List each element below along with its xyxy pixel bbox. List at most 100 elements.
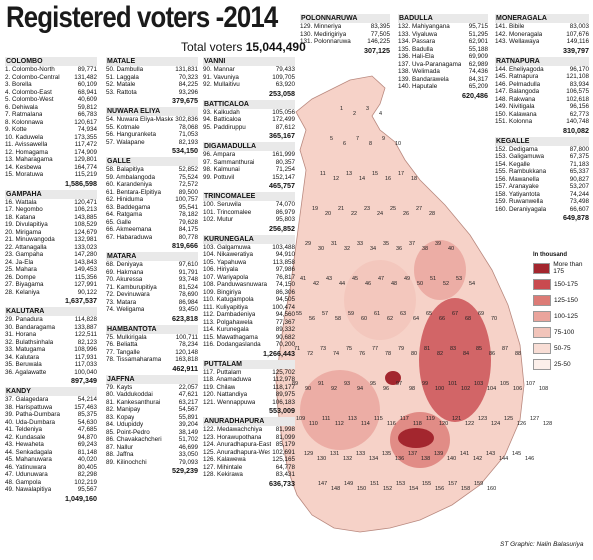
electorate-name: 37. Galagedara [5,396,49,403]
electorate-row: 72. Devinuwara 78,690 [106,291,198,299]
map-label: 134 [369,456,378,462]
electorate-name: 114. Kurunegala [203,326,249,333]
electorate-name: 2. Colombo-Central [5,73,60,81]
district-heading: BADULLA [398,14,488,23]
district-total: 553,009 [269,406,295,415]
map-label: 106 [513,386,522,392]
electorate-voters: 40,609 [77,96,97,103]
electorate-row: 103. Galgamuwa 103,488 [203,244,295,252]
electorate-name: 60. Karandeniya [106,181,152,188]
electorate-row: 132. Mahiyangana 95,715 [398,23,488,31]
map-label: 100 [435,386,444,392]
electorate-row: 83. Kopay 55,891 [106,414,198,422]
electorate-name: 4. Colombo-East [5,88,52,96]
map-label: 42 [313,281,319,287]
map-label: 102 [461,386,470,392]
electorate-name: 30. Bandaragama [5,323,56,331]
electorate-row: 59. Ambalangoda 75,524 [106,174,198,182]
map-label: 120 [439,421,448,427]
electorate-name: 67. Habaraduwa [106,233,153,241]
legend: In thousand More than 175 150-175 125-150 1… [533,252,593,373]
electorate-voters: 75,524 [178,173,198,181]
map-label: 23 [364,206,370,212]
electorate-voters: 106,575 [566,88,589,95]
electorate-row: 40. Uda-Dumbara 54,630 [5,419,97,427]
electorate-voters: 125,702 [272,368,295,376]
electorate-voters: 71,254 [275,166,295,173]
electorate-voters: 82,123 [77,338,97,346]
electorate-row: 138. Welimada 74,436 [398,68,488,76]
map-label: 52 [443,281,449,287]
map-label: 14 [359,176,365,182]
electorate-name: 8. Kolonnawa [5,118,44,126]
electorate-name: 74. Weligama [106,306,145,313]
electorate-row: 9. Kotte 74,934 [5,126,97,134]
map-label: 129 [304,451,313,457]
electorate-voters: 89,771 [77,66,97,73]
electorate-name: 51. Laggala [106,73,139,81]
electorate-voters: 173,355 [74,133,97,141]
district-total: 379,675 [172,96,198,105]
electorate-name: 88. Jaffna [106,451,134,458]
electorate-row: 123. Horawupothana 81,099 [203,434,295,442]
map-label: 124 [491,421,500,427]
map-label: 70 [491,316,497,322]
electorate-voters: 55,188 [468,45,488,53]
map-label: 30 [318,246,324,252]
total-voters-value: 15,044,490 [245,40,306,54]
electorate-name: 104. Nikaweratiya [203,251,254,258]
district-gampaha: GAMPAHA 16. Wattala 120,471 17. Negombo 106,… [5,189,97,305]
map-label: 34 [370,246,376,252]
electorate-voters: 100,040 [74,368,97,376]
electorate-name: 138. Welimada [398,68,440,75]
electorate-voters: 172,499 [272,116,295,123]
map-label: 139 [434,451,443,457]
electorate-voters: 91,791 [178,268,198,276]
electorate-voters: 81,524 [178,283,198,291]
district-column-3: VANNI 90. Mannar 79,433 91. Vavuniya 109,705… [203,57,295,490]
electorate-name: 107. Wariyapola [203,273,249,281]
electorate-row: 17. Negombo 106,213 [5,206,97,214]
map-label: 127 [530,416,539,422]
electorate-row: 120. Nattandiya 89,975 [203,391,295,399]
map-label: 81 [424,346,430,352]
map-label: 101 [448,381,457,387]
map-label: 15 [372,171,378,177]
district-total: 529,239 [172,466,198,475]
electorate-voters: 74,244 [569,190,589,198]
electorate-name: 101. Trincomalee [203,208,252,216]
electorate-row: 93. Kalkudah 105,056 [203,109,295,117]
district-total: 534,150 [172,146,198,155]
district-heading: TRINCOMALEE [203,192,295,201]
electorate-voters: 90,827 [569,175,589,183]
district-total: 365,167 [269,131,295,140]
electorate-name: 148. Rakwana [495,95,536,103]
electorate-voters: 65,209 [468,83,488,90]
electorate-row: 21. Minuwangoda 132,981 [5,236,97,244]
map-label: 53 [456,276,462,282]
district-digamadulla: DIGAMADULLA 96. Ampara 161,999 97. Sammanth… [203,142,295,190]
electorate-name: 103. Galgamuwa [203,243,251,251]
electorate-voters: 127,991 [74,281,97,288]
electorate-voters: 94,910 [275,251,295,258]
electorate-voters: 78,182 [178,211,198,218]
electorate-row: 66. Akmeemana 84,175 [106,226,198,234]
electorate-name: 92. Mullaitivu [203,81,240,88]
electorate-name: 63. Baddegama [106,203,151,211]
electorate-voters: 69,909 [468,53,488,60]
map-label: 56 [309,316,315,322]
map-label: 12 [333,176,339,182]
map-label: 17 [398,171,404,177]
map-label: 149 [344,481,353,487]
legend-item: 75-100 [533,325,593,339]
map-label: 25 [390,206,396,212]
district-total: 810,082 [563,125,589,135]
electorate-name: 36. Agalawatte [5,368,47,376]
electorate-name: 49. Nawalapitiya [5,486,52,493]
electorate-voters: 112,978 [272,376,295,383]
district-total: 623,818 [172,313,198,323]
district-vanni: VANNI 90. Mannar 79,433 91. Vavuniya 109,705… [203,57,295,98]
electorate-row: 117. Puttalam 125,702 [203,369,295,377]
electorate-row: 89. Kilinochchi 79,093 [106,459,198,467]
map-label: 105 [500,381,509,387]
